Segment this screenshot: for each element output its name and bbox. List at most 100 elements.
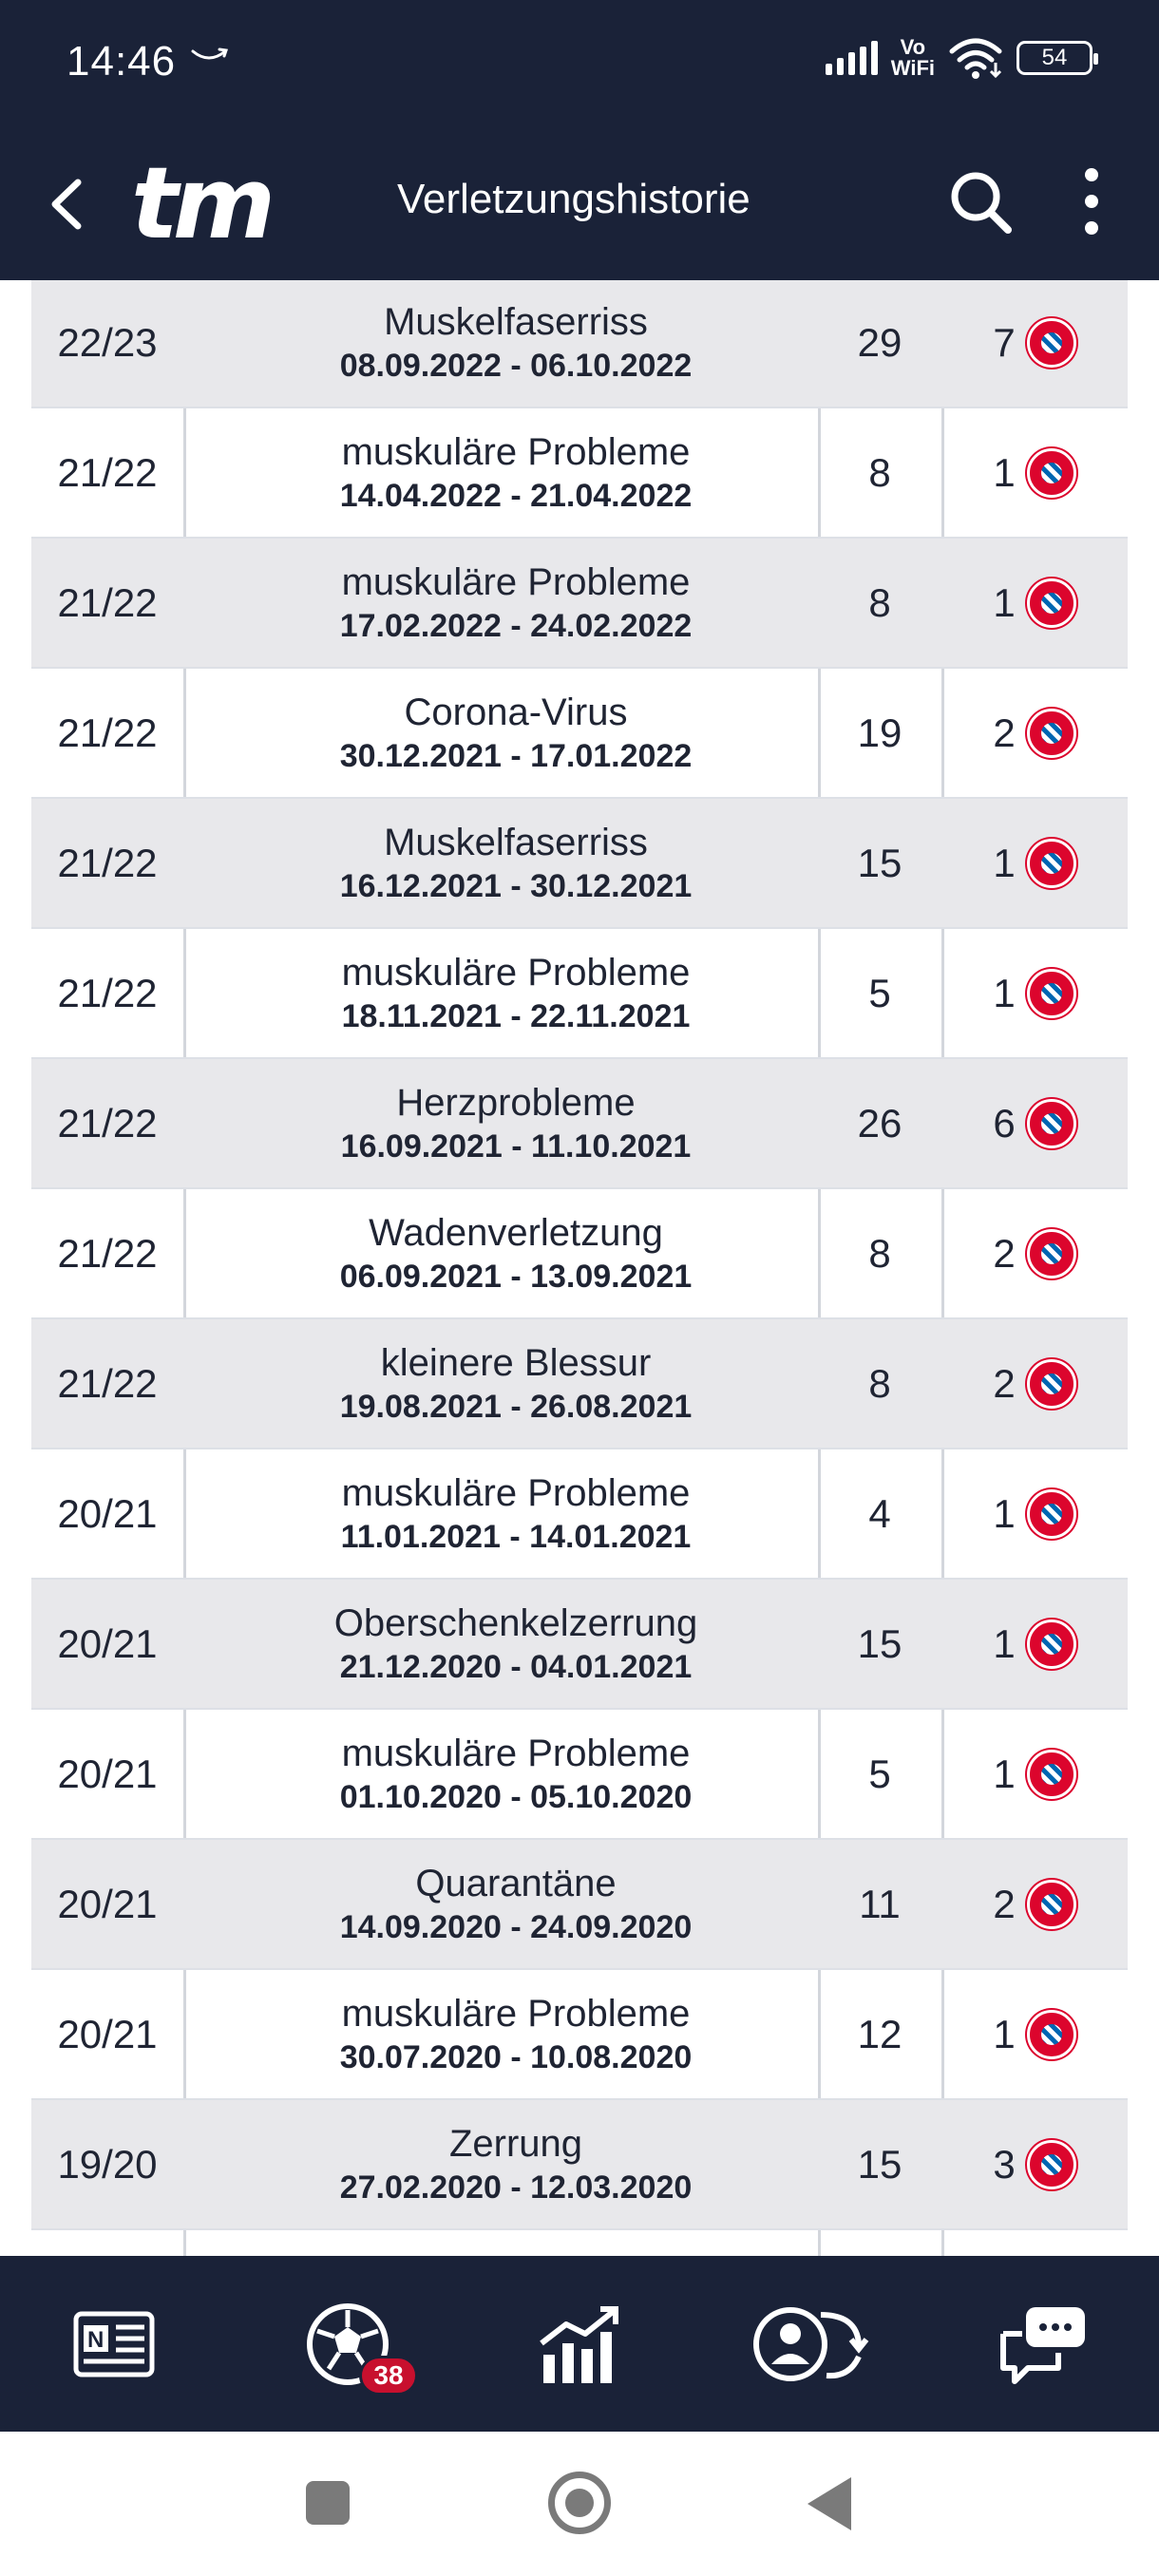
injury-name: muskuläre Probleme [341, 560, 691, 603]
column-divider [183, 1710, 186, 1838]
games-missed-count: 1 [993, 840, 1016, 885]
injury-name: muskuläre Probleme [341, 1471, 691, 1514]
club-crest-icon[interactable] [1026, 1619, 1076, 1669]
games-missed-count: 3 [993, 2141, 1016, 2187]
back-arrow-icon[interactable] [38, 171, 95, 237]
status-bar: 14:46 Vo WiFi 54 [0, 0, 1159, 128]
table-row[interactable]: 20/21 Oberschenkelzerrung 21.12.2020 - 04.… [31, 1580, 1128, 1710]
club-crest-icon[interactable] [1026, 578, 1076, 628]
injury-cell: muskuläre Probleme 17.02.2022 - 24.02.202… [183, 539, 848, 667]
table-row[interactable]: 20/21 muskuläre Probleme 30.07.2020 - 10.0… [31, 1970, 1128, 2100]
nav-transfers[interactable] [745, 2278, 878, 2411]
injury-cell: Quarantäne 14.09.2020 - 24.09.2020 [183, 1840, 848, 1968]
column-divider [183, 1449, 186, 1578]
injury-cell: Muskelfaserriss 16.12.2021 - 30.12.2021 [183, 799, 848, 927]
table-row[interactable]: 21/22 kleinere Blessur 19.08.2021 - 26.08.… [31, 1319, 1128, 1449]
system-back-icon[interactable] [808, 2477, 851, 2530]
table-row[interactable]: 20/21 Quarantäne 14.09.2020 - 24.09.2020 11… [31, 1840, 1128, 1970]
injury-dates: 17.02.2022 - 24.02.2022 [339, 607, 693, 644]
days-cell: 15 [857, 2141, 902, 2187]
club-crest-icon[interactable] [1026, 1879, 1076, 1929]
table-row[interactable]: 21/22 muskuläre Probleme 17.02.2022 - 24.0… [31, 539, 1128, 669]
more-vertical-icon[interactable] [1070, 161, 1113, 242]
chat-bubbles-icon [1000, 2306, 1085, 2384]
home-icon[interactable] [548, 2472, 611, 2534]
column-divider [183, 408, 186, 537]
days-cell: 12 [857, 2011, 902, 2056]
injury-dates: 14.04.2022 - 21.04.2022 [339, 477, 693, 514]
club-crest-icon[interactable] [1026, 1358, 1076, 1409]
tm-logo[interactable]: tm [131, 145, 276, 261]
table-row[interactable]: 20/21 muskuläre Probleme 01.10.2020 - 05.1… [31, 1710, 1128, 1840]
column-divider [941, 1449, 944, 1578]
injury-name: Oberschenkelzerrung [333, 1601, 698, 1644]
injury-history-table[interactable]: 22/23 Muskelfaserriss 08.09.2022 - 06.10.2… [0, 280, 1159, 2256]
games-missed-count: 1 [993, 2011, 1016, 2056]
injury-cell: muskuläre Probleme 30.07.2020 - 10.08.202… [183, 1970, 848, 2098]
injury-cell: Wadenverletzung 06.09.2021 - 13.09.2021 [183, 1189, 848, 1317]
table-row[interactable]: 21/22 muskuläre Probleme 18.11.2021 - 22.1… [31, 929, 1128, 1059]
column-divider [818, 929, 821, 1057]
season-cell: 21/22 [57, 1230, 158, 1276]
club-crest-icon[interactable] [1026, 317, 1076, 368]
nav-market-values[interactable] [513, 2278, 646, 2411]
club-crest-icon[interactable] [1026, 1098, 1076, 1148]
table-row[interactable]: 21/22 Wadenverletzung 06.09.2021 - 13.09.2… [31, 1189, 1128, 1319]
games-missed-cell: 1 [941, 408, 1128, 537]
injury-cell: Muskelfaserriss 08.09.2022 - 06.10.2022 [183, 280, 848, 407]
nav-matches[interactable]: 38 [281, 2278, 418, 2411]
table-row[interactable]: 21/22 Muskelfaserriss 16.12.2021 - 30.12.2… [31, 799, 1128, 929]
table-row[interactable]: 21/22 Corona-Virus 30.12.2021 - 17.01.2022… [31, 669, 1128, 799]
injury-name: muskuläre Probleme [341, 430, 691, 473]
dot-icon [1085, 221, 1098, 235]
club-crest-icon[interactable] [1026, 1749, 1076, 1799]
injury-cell: muskuläre Probleme 14.04.2022 - 21.04.202… [183, 408, 848, 537]
column-divider [941, 408, 944, 537]
injury-dates: 30.12.2021 - 17.01.2022 [339, 737, 693, 774]
player-swap-icon [753, 2306, 869, 2381]
column-divider [818, 1189, 821, 1317]
club-crest-icon[interactable] [1026, 447, 1076, 498]
injury-name: muskuläre Probleme [341, 1732, 691, 1774]
club-crest-icon[interactable] [1026, 1228, 1076, 1279]
injury-name: Herzprobleme [396, 1081, 636, 1124]
club-crest-icon[interactable] [1026, 838, 1076, 888]
club-crest-icon[interactable] [1026, 708, 1076, 758]
table-row[interactable]: 21/22 muskuläre Probleme 14.04.2022 - 21.0… [31, 408, 1128, 539]
table-row-partial[interactable] [31, 2230, 1128, 2256]
injury-name: Quarantäne [415, 1862, 617, 1904]
column-divider [818, 1970, 821, 2098]
club-crest-icon[interactable] [1026, 1488, 1076, 1539]
vowifi-bottom: WiFi [890, 56, 935, 80]
search-icon[interactable] [945, 164, 1017, 240]
days-cell: 15 [857, 1620, 902, 1666]
club-crest-icon[interactable] [1026, 2009, 1076, 2059]
bottom-navigation: N 38 [0, 2256, 1159, 2432]
status-indicators: Vo WiFi 54 [825, 36, 1098, 80]
table-row[interactable]: 20/21 muskuläre Probleme 11.01.2021 - 14.0… [31, 1449, 1128, 1580]
signal-icon [825, 41, 878, 75]
games-missed-cell: 1 [941, 1580, 1128, 1708]
recent-apps-icon[interactable] [306, 2481, 350, 2525]
svg-text:N: N [87, 2327, 104, 2353]
injury-cell: Oberschenkelzerrung 21.12.2020 - 04.01.20… [183, 1580, 848, 1708]
column-divider [818, 1449, 821, 1578]
table-row[interactable]: 19/20 Zerrung 27.02.2020 - 12.03.2020 15 3 [31, 2100, 1128, 2230]
season-cell: 21/22 [57, 579, 158, 625]
club-crest-icon[interactable] [1026, 2139, 1076, 2189]
column-divider [183, 1189, 186, 1317]
column-divider [183, 669, 186, 797]
games-missed-cell: 1 [941, 1710, 1128, 1838]
nav-news[interactable]: N [49, 2278, 182, 2411]
club-crest-icon[interactable] [1026, 968, 1076, 1018]
battery-level: 54 [1041, 45, 1068, 70]
injury-cell: Herzprobleme 16.09.2021 - 11.10.2021 [183, 1059, 848, 1187]
season-cell: 21/22 [57, 710, 158, 755]
injury-name: kleinere Blessur [380, 1341, 652, 1384]
games-missed-count: 1 [993, 449, 1016, 495]
wifi-icon [949, 38, 1002, 79]
table-row[interactable]: 21/22 Herzprobleme 16.09.2021 - 11.10.2021… [31, 1059, 1128, 1189]
nav-chat[interactable] [977, 2278, 1110, 2411]
days-cell: 5 [868, 970, 891, 1015]
table-row[interactable]: 22/23 Muskelfaserriss 08.09.2022 - 06.10.2… [31, 280, 1128, 408]
